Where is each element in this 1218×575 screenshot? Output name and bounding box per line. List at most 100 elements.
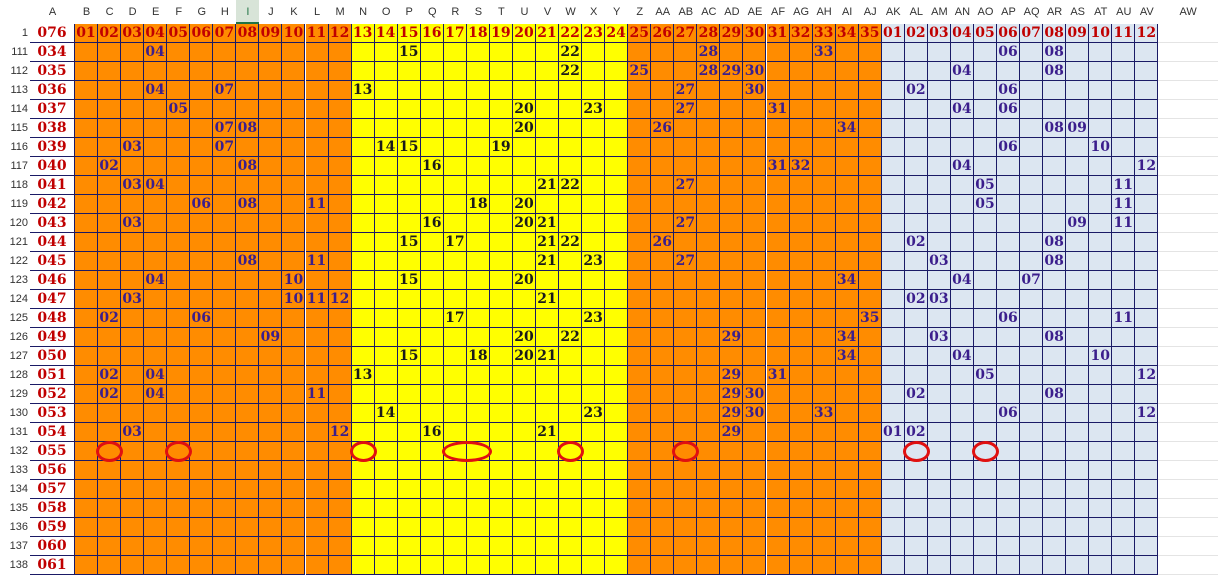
cell[interactable] [950, 556, 974, 575]
cell[interactable] [858, 100, 882, 119]
header-number-cell[interactable]: 13 [351, 24, 375, 43]
cell[interactable] [1020, 385, 1044, 404]
cell[interactable] [259, 442, 283, 461]
cell[interactable] [397, 81, 421, 100]
drawn-number-cell[interactable]: 29 [720, 423, 744, 442]
cell[interactable] [213, 328, 237, 347]
cell[interactable] [835, 556, 859, 575]
cell[interactable] [420, 252, 444, 271]
cell[interactable] [167, 385, 191, 404]
drawn-number-cell[interactable]: 21 [536, 214, 560, 233]
cell[interactable] [766, 461, 790, 480]
cell[interactable] [213, 480, 237, 499]
cell[interactable] [236, 480, 260, 499]
drawn-number-cell[interactable]: 12 [328, 423, 352, 442]
cell[interactable] [75, 328, 99, 347]
cell[interactable] [697, 195, 721, 214]
cell[interactable] [1112, 518, 1136, 537]
cell[interactable] [1112, 119, 1136, 138]
drawn-number-cell[interactable]: 21 [536, 347, 560, 366]
drawn-number-cell[interactable]: 06 [997, 309, 1021, 328]
cell[interactable] [858, 404, 882, 423]
cell[interactable] [789, 252, 813, 271]
cell[interactable] [305, 404, 329, 423]
cell[interactable] [835, 518, 859, 537]
cell[interactable] [651, 100, 675, 119]
cell[interactable] [582, 461, 606, 480]
cell[interactable] [443, 480, 467, 499]
cell[interactable] [720, 499, 744, 518]
cell[interactable] [812, 81, 836, 100]
drawn-number-cell[interactable]: 01 [881, 423, 905, 442]
cell[interactable] [628, 119, 652, 138]
cell[interactable] [789, 385, 813, 404]
cell[interactable] [1089, 537, 1113, 556]
drawn-number-cell[interactable]: 09 [1066, 214, 1090, 233]
cell[interactable] [536, 62, 560, 81]
cell[interactable] [559, 214, 583, 233]
cell[interactable] [190, 537, 214, 556]
cell[interactable] [720, 195, 744, 214]
empty-cell[interactable] [1158, 157, 1218, 176]
cell[interactable] [443, 347, 467, 366]
cell[interactable] [1043, 271, 1067, 290]
cell[interactable] [559, 423, 583, 442]
drawn-number-cell[interactable]: 10 [1089, 347, 1113, 366]
cell[interactable] [98, 461, 122, 480]
cell[interactable] [328, 62, 352, 81]
header-number-cell[interactable]: 09 [1066, 24, 1090, 43]
drawn-number-cell[interactable]: 02 [904, 290, 928, 309]
drawn-number-cell[interactable]: 08 [1043, 119, 1067, 138]
drawn-number-cell[interactable]: 18 [466, 347, 490, 366]
cell[interactable] [927, 480, 951, 499]
cell[interactable] [904, 214, 928, 233]
cell[interactable] [98, 271, 122, 290]
cell[interactable] [167, 423, 191, 442]
cell[interactable] [904, 176, 928, 195]
header-number-cell[interactable]: 32 [789, 24, 813, 43]
cell[interactable] [536, 309, 560, 328]
drawn-number-cell[interactable]: 31 [766, 157, 790, 176]
cell[interactable] [466, 214, 490, 233]
cell[interactable] [489, 480, 513, 499]
row-header[interactable]: 122 [0, 252, 30, 271]
cell[interactable] [743, 157, 767, 176]
cell[interactable] [351, 138, 375, 157]
cell[interactable] [397, 119, 421, 138]
cell[interactable] [582, 233, 606, 252]
row-header[interactable]: 133 [0, 461, 30, 480]
cell[interactable] [835, 480, 859, 499]
issue-number-cell[interactable]: 044 [30, 233, 75, 252]
cell[interactable] [1043, 537, 1067, 556]
drawn-number-cell[interactable]: 04 [950, 100, 974, 119]
column-header-y[interactable]: Y [605, 0, 629, 24]
cell[interactable] [351, 518, 375, 537]
cell[interactable] [397, 461, 421, 480]
cell[interactable] [858, 461, 882, 480]
cell[interactable] [167, 176, 191, 195]
cell[interactable] [466, 290, 490, 309]
cell[interactable] [98, 62, 122, 81]
cell[interactable] [282, 138, 306, 157]
cell[interactable] [973, 461, 997, 480]
cell[interactable] [743, 423, 767, 442]
cell[interactable] [236, 404, 260, 423]
cell[interactable] [674, 43, 698, 62]
cell[interactable] [190, 518, 214, 537]
cell[interactable] [305, 537, 329, 556]
drawn-number-cell[interactable]: 35 [858, 309, 882, 328]
cell[interactable] [927, 271, 951, 290]
cell[interactable] [420, 138, 444, 157]
cell[interactable] [512, 537, 536, 556]
cell[interactable] [1066, 480, 1090, 499]
cell[interactable] [1020, 157, 1044, 176]
cell[interactable] [950, 404, 974, 423]
cell[interactable] [1020, 290, 1044, 309]
drawn-number-cell[interactable]: 05 [973, 176, 997, 195]
cell[interactable] [167, 347, 191, 366]
cell[interactable] [536, 442, 560, 461]
cell[interactable] [628, 347, 652, 366]
cell[interactable] [674, 423, 698, 442]
cell[interactable] [1112, 81, 1136, 100]
cell[interactable] [1112, 347, 1136, 366]
